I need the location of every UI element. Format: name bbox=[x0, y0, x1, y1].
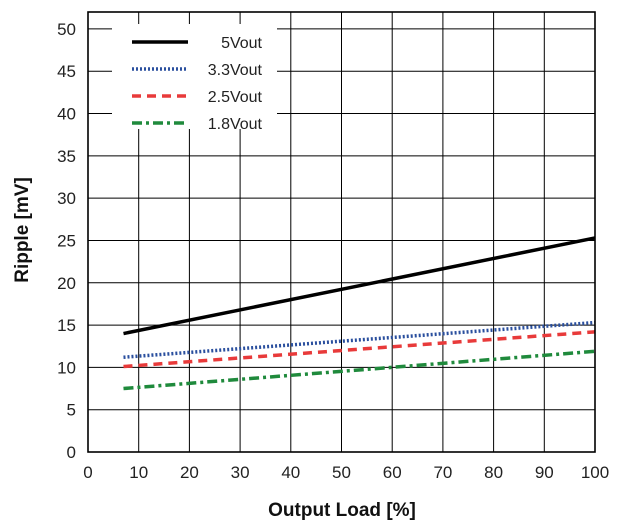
y-tick-label: 20 bbox=[57, 274, 76, 293]
x-tick-label: 20 bbox=[180, 463, 199, 482]
legend: 5Vout 3.3Vout 2.5Vout 1.8Vout bbox=[112, 24, 277, 133]
x-tick-label: 60 bbox=[383, 463, 402, 482]
y-tick-label: 25 bbox=[57, 231, 76, 250]
y-tick-label: 30 bbox=[57, 189, 76, 208]
x-tick-label: 50 bbox=[332, 463, 351, 482]
plot-frame bbox=[87, 11, 596, 453]
legend-label: 5Vout bbox=[221, 35, 262, 52]
series-line-33vout bbox=[123, 320, 596, 359]
tick-labels: 0 10 20 30 40 50 60 70 80 90 100 0 5 10 15 20 25 30 35 40 45… bbox=[57, 20, 609, 482]
y-tick-label: 50 bbox=[57, 20, 76, 39]
series-line-5vout bbox=[123, 236, 596, 336]
y-tick-label: 35 bbox=[57, 147, 76, 166]
y-tick-label: 15 bbox=[57, 316, 76, 335]
x-tick-label: 40 bbox=[281, 463, 300, 482]
x-tick-label: 90 bbox=[535, 463, 554, 482]
series-lines bbox=[123, 236, 596, 391]
x-tick-label: 80 bbox=[484, 463, 503, 482]
y-tick-label: 40 bbox=[57, 105, 76, 124]
legend-label: 1.8Vout bbox=[208, 116, 263, 133]
x-tick-label: 10 bbox=[129, 463, 148, 482]
x-axis-title: Output Load [%] bbox=[268, 500, 416, 521]
x-tick-label: 100 bbox=[581, 463, 609, 482]
legend-label: 2.5Vout bbox=[208, 89, 263, 106]
series-line-25vout bbox=[123, 330, 596, 369]
y-tick-label: 45 bbox=[57, 62, 76, 81]
x-tick-label: 30 bbox=[231, 463, 250, 482]
series-line-18vout bbox=[123, 349, 596, 391]
y-tick-label: 5 bbox=[67, 401, 76, 420]
x-tick-label: 70 bbox=[433, 463, 452, 482]
y-tick-label: 10 bbox=[57, 358, 76, 377]
x-tick-label: 0 bbox=[83, 463, 92, 482]
legend-label: 3.3Vout bbox=[208, 62, 263, 79]
y-axis-title: Ripple [mV] bbox=[12, 177, 33, 283]
y-tick-label: 0 bbox=[67, 443, 76, 462]
